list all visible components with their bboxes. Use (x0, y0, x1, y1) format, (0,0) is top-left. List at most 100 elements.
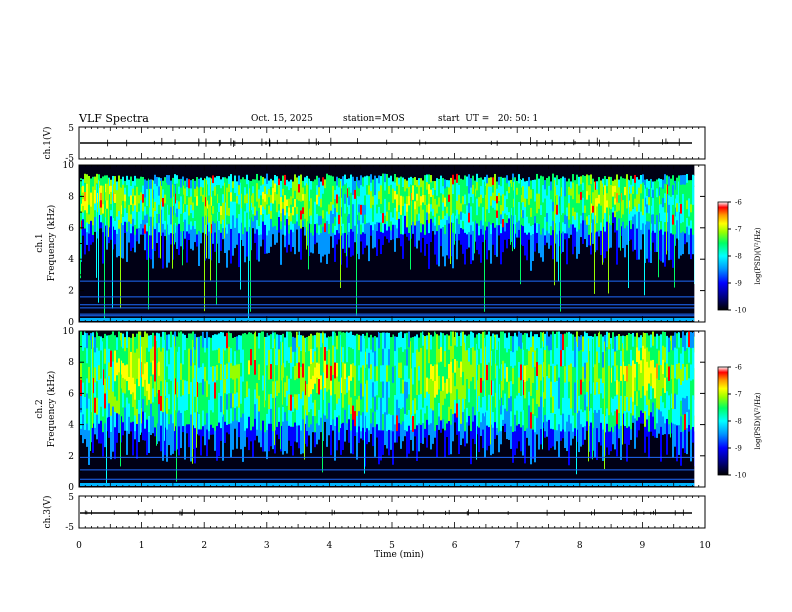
spec-fringe (680, 232, 682, 256)
spec-cell (542, 202, 544, 213)
spec-cell (556, 348, 558, 366)
spec-fringe (612, 212, 614, 224)
ch2-spec-ylabel-channel: ch.2 (35, 399, 45, 418)
spec-cell (188, 409, 190, 426)
spec-cell (196, 196, 198, 207)
spec-fringe (284, 427, 286, 452)
spec-cell (564, 366, 566, 384)
spec-cell (434, 181, 436, 191)
spec-cell (242, 205, 244, 217)
spec-cell (344, 363, 346, 381)
spec-cell (158, 223, 160, 234)
spec-fringe (204, 424, 206, 446)
spec-cell (198, 187, 200, 198)
spec-fringe (522, 226, 524, 246)
spec-fringe (272, 431, 274, 450)
spec-cell (634, 391, 636, 406)
spec-cell (546, 406, 548, 423)
spec-cell (294, 199, 296, 209)
spec-cell (218, 211, 220, 222)
spec-cell (204, 395, 206, 412)
spec-cell (172, 334, 174, 351)
spec-cell (510, 411, 512, 428)
spec-cell (446, 213, 448, 222)
spec-cell (574, 413, 576, 430)
spec-cell (310, 409, 312, 426)
spec-cell (208, 368, 210, 386)
spec-cell (264, 178, 266, 188)
spec-fringe (104, 423, 106, 448)
spec-cell (432, 187, 434, 196)
spec-cell (498, 176, 500, 186)
spec-fringe (334, 425, 336, 461)
spec-cell (630, 365, 632, 383)
spec-cell (544, 414, 546, 433)
spec-cell (662, 216, 664, 227)
spec-cell (648, 221, 650, 231)
spec-fringe (238, 422, 240, 438)
spec-cell (670, 187, 672, 198)
spec-cell (536, 348, 538, 364)
spec-cell (154, 366, 156, 383)
spec-cell (154, 335, 156, 352)
spec-cell (630, 184, 632, 195)
spec-cell (588, 224, 590, 236)
spec-cell (496, 203, 498, 212)
spec-cell (194, 212, 196, 223)
spec-cell (654, 181, 656, 191)
spec-cell (550, 217, 552, 228)
spec-cell (472, 184, 474, 196)
spec-fringe (388, 226, 390, 243)
spec-cell (382, 213, 384, 224)
spec-cell (320, 198, 322, 209)
spec-cell (480, 377, 482, 394)
spec-cell (690, 380, 692, 398)
spec-fringe (408, 425, 410, 454)
spec-fringe (532, 234, 534, 261)
spec-cell (548, 185, 550, 197)
spec-cell (290, 179, 292, 189)
spec-fringe (252, 426, 254, 457)
spec-cell (572, 182, 574, 192)
spec-cell (526, 364, 528, 382)
spec-cell (366, 204, 368, 215)
spec-fringe (562, 429, 564, 439)
spec-cell (426, 349, 428, 365)
spec-cell (160, 336, 162, 353)
spec-cell (374, 185, 376, 197)
spec-cell (530, 379, 532, 397)
spec-cell (550, 365, 552, 383)
spec-cell (312, 199, 314, 210)
spec-cell (284, 382, 286, 399)
spec-cell (420, 187, 422, 198)
spec-cell (206, 413, 208, 431)
spec-cell (310, 363, 312, 381)
spec-cell (234, 192, 236, 203)
spec-cell (456, 375, 458, 391)
spec-cell (672, 394, 674, 410)
spec-cell (392, 210, 394, 219)
spec-cell (152, 360, 154, 376)
spec-cell (270, 349, 272, 366)
spec-cell (474, 363, 476, 378)
spec-cell (606, 377, 608, 395)
spec-cell (286, 375, 288, 392)
spec-cell (506, 396, 508, 413)
spec-cell (564, 349, 566, 368)
spec-cell (328, 362, 330, 378)
spec-cell (662, 331, 664, 347)
spec-cell (378, 206, 380, 216)
spec-cell (312, 335, 314, 350)
spec-cell (296, 378, 298, 396)
spec-cell (194, 412, 196, 430)
spec-cell (466, 205, 468, 217)
spec-cell (384, 198, 386, 209)
spec-cell (264, 416, 266, 434)
spec-cell (382, 183, 384, 195)
spec-cell (100, 178, 102, 187)
spec-cell (352, 185, 354, 197)
spec-cell (546, 195, 548, 206)
spec-fringe (302, 419, 304, 454)
spec-cell (534, 208, 536, 218)
spec-cell (82, 366, 84, 384)
